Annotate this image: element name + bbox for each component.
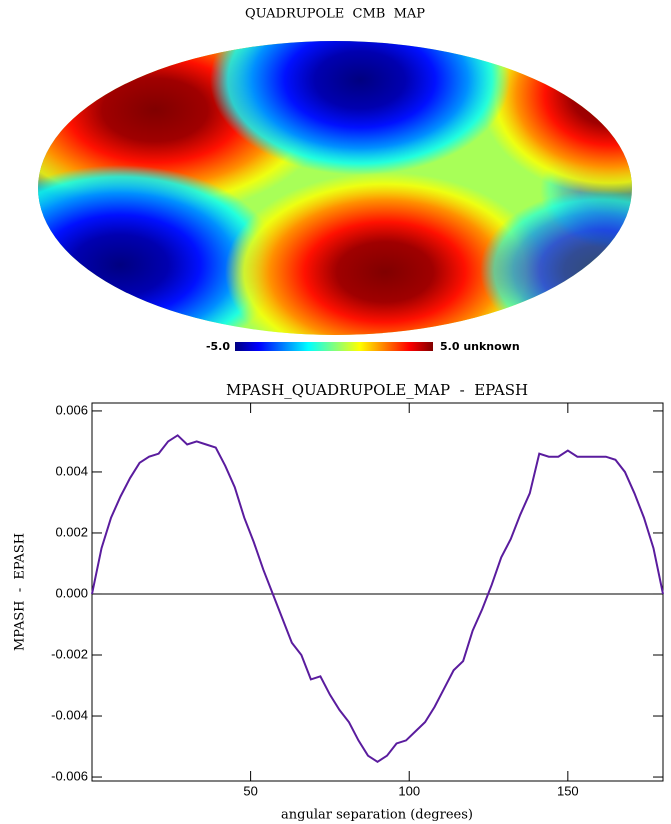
y-tick-label: 0.002 [55, 524, 88, 539]
x-tick-label: 150 [557, 783, 579, 798]
x-axis-label: angular separation (degrees) [281, 808, 473, 823]
colorbar [235, 342, 433, 351]
plot-frame [91, 402, 664, 782]
colorbar-max: 5.0 unknown [440, 340, 520, 353]
y-tick-label: 0.000 [55, 585, 88, 600]
y-tick-label: -0.004 [51, 707, 88, 722]
chart-title: MPASH_QUADRUPOLE_MAP - EPASH [226, 381, 528, 399]
x-tick-label: 100 [398, 783, 420, 798]
sky-map [38, 41, 632, 335]
y-axis-label: MPASH - EPASH [13, 533, 28, 651]
colorbar-min: -5.0 [206, 340, 230, 353]
y-tick-label: 0.004 [55, 463, 88, 478]
data-line [91, 434, 664, 763]
y-tick-label: -0.002 [51, 646, 88, 661]
x-tick-label: 50 [243, 783, 257, 798]
y-tick-label: -0.006 [51, 768, 88, 783]
map-title: QUADRUPOLE CMB MAP [245, 7, 425, 22]
y-tick-label: 0.006 [55, 402, 88, 417]
